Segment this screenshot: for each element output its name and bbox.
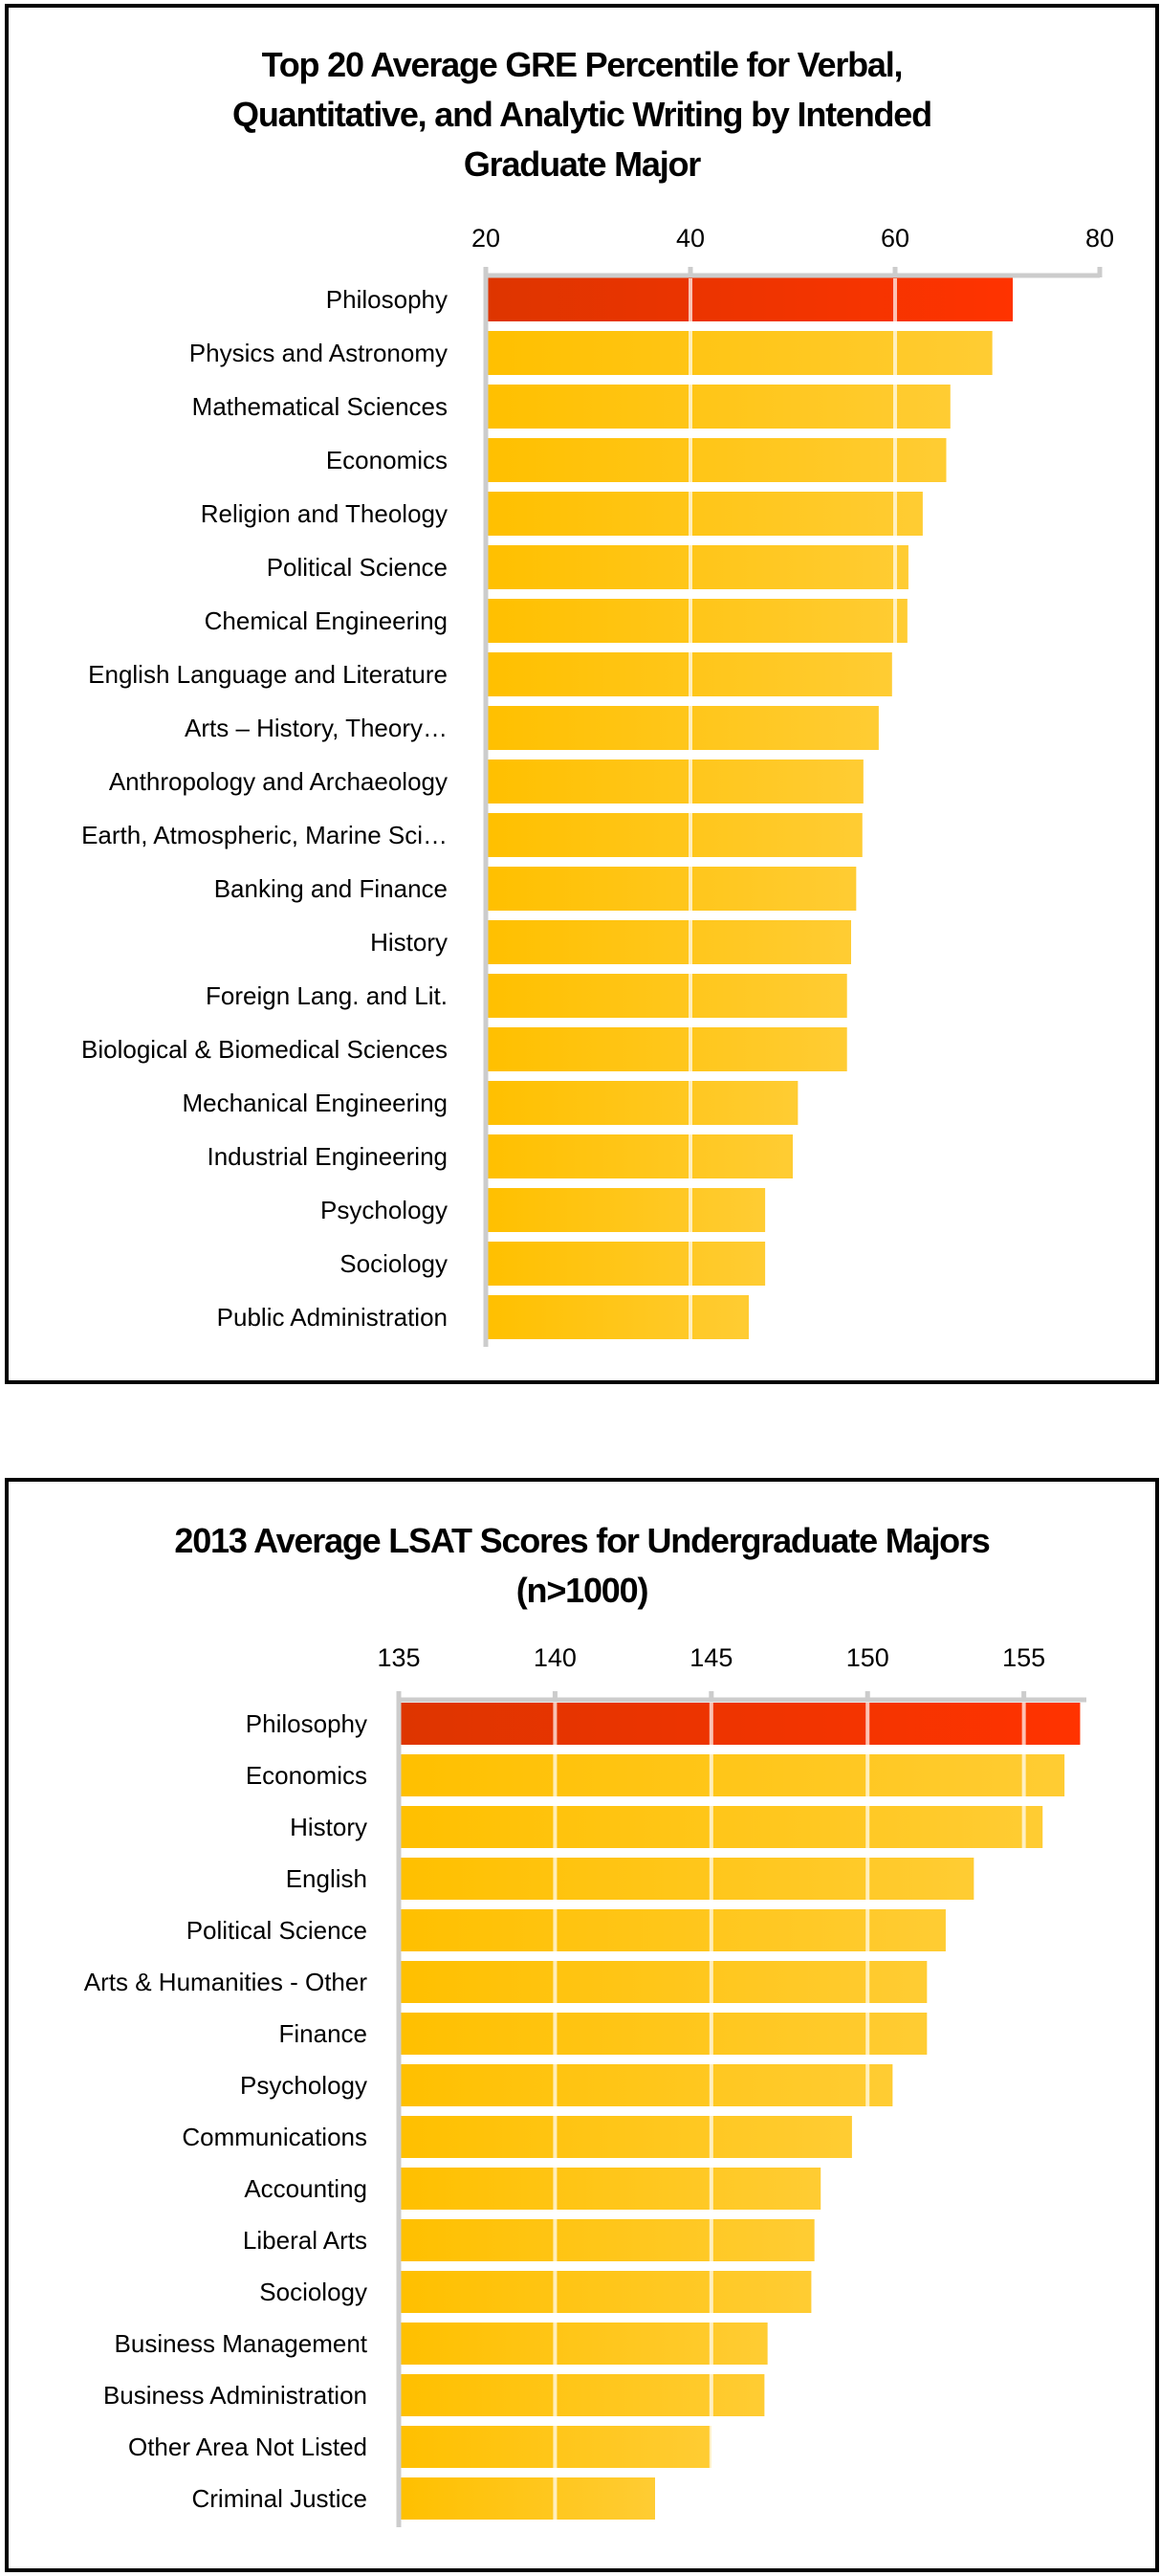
category-label: Political Science [186,1916,367,1945]
bar-history [488,920,851,964]
bar-english [401,1858,974,1900]
gre-chart-panel: Top 20 Average GRE Percentile for Verbal… [5,4,1159,1384]
category-label: Earth, Atmospheric, Marine Sci… [81,821,448,849]
category-label: Banking and Finance [214,874,448,903]
category-label: Religion and Theology [201,499,448,528]
bar-business-management [401,2323,768,2365]
x-tick-label: 60 [881,224,909,253]
gre-title-line-1: Top 20 Average GRE Percentile for Verbal… [261,45,904,84]
x-tick-label: 40 [676,224,705,253]
x-tick-label: 140 [534,1643,577,1672]
category-label: Anthropology and Archaeology [109,767,448,796]
category-label: Psychology [320,1196,448,1224]
bar-business-administration [401,2374,765,2416]
category-label: Mechanical Engineering [182,1089,448,1117]
lsat-title-line-1: 2013 Average LSAT Scores for Undergradua… [174,1521,990,1560]
x-tick-label: 80 [1085,224,1114,253]
bar-arts-history-theory [488,706,879,750]
bar-sociology [401,2271,812,2313]
bar-history [401,1806,1043,1848]
category-label: Communications [182,2123,367,2151]
bar-liberal-arts [401,2219,815,2261]
x-tick-label: 155 [1002,1643,1045,1672]
category-label: Criminal Justice [192,2484,368,2513]
bar-industrial-engineering [488,1134,793,1178]
lsat-chart-panel: 2013 Average LSAT Scores for Undergradua… [5,1478,1159,2572]
bar-biological-biomedical-sciences [488,1027,847,1071]
category-label: Chemical Engineering [205,606,448,635]
bar-psychology [401,2064,893,2106]
bar-mathematical-sciences [488,385,951,429]
bar-mechanical-engineering [488,1081,799,1125]
bar-chemical-engineering [488,599,908,643]
category-label: Philosophy [246,1709,367,1738]
bar-physics-and-astronomy [488,331,993,375]
bar-foreign-lang-and-lit [488,974,847,1018]
bar-sociology [488,1242,766,1286]
bar-political-science [488,545,908,589]
bar-philosophy [401,1703,1081,1745]
category-label: History [290,1813,367,1841]
x-tick-label: 135 [377,1643,420,1672]
category-label: Political Science [267,553,448,582]
bar-political-science [401,1909,946,1951]
category-label: Accounting [244,2174,367,2203]
category-label: Economics [326,446,448,474]
category-label: Physics and Astronomy [189,339,448,367]
category-label: Arts – History, Theory… [185,714,448,742]
x-tick-label: 150 [846,1643,889,1672]
bar-philosophy [488,277,1014,321]
gre-title-line-2: Quantitative, and Analytic Writing by In… [232,95,932,134]
category-label: Industrial Engineering [208,1142,449,1171]
category-label: Liberal Arts [243,2226,367,2255]
category-label: Business Management [115,2329,368,2358]
category-label: History [370,928,448,957]
lsat-chart-title: 2013 Average LSAT Scores for Undergradua… [9,1516,1155,1616]
bar-economics [488,438,947,482]
lsat-bar-chart: Philosophy Economics History English Politic… [84,1643,1086,2527]
bar-economics [401,1754,1065,1796]
category-label: English [286,1864,367,1893]
category-label: Biological & Biomedical Sciences [81,1035,448,1064]
category-label: Psychology [240,2071,367,2100]
bar-finance [401,2013,928,2055]
bar-earth-atmospheric-marine-sci [488,813,863,857]
bar-criminal-justice [401,2477,655,2520]
bar-accounting [401,2168,821,2210]
bar-public-administration [488,1295,749,1339]
category-label: Arts & Humanities - Other [84,1968,368,1996]
bar-banking-and-finance [488,867,857,911]
lsat-title-line-2: (n>1000) [515,1571,649,1610]
category-label: Mathematical Sciences [192,392,448,421]
bar-anthropology-and-archaeology [488,760,864,804]
category-label: Sociology [259,2278,367,2306]
bar-psychology [488,1188,766,1232]
gre-title-line-3: Graduate Major [463,144,701,184]
bar-arts-humanities-other [401,1961,928,2003]
x-tick-label: 145 [689,1643,733,1672]
category-label: Economics [246,1761,367,1790]
category-label: Philosophy [326,285,448,314]
category-label: Foreign Lang. and Lit. [206,981,448,1010]
category-label: English Language and Literature [88,660,448,689]
gre-chart-title: Top 20 Average GRE Percentile for Verbal… [9,40,1155,189]
gre-bar-chart: Philosophy Physics and Astronomy Mathemati… [81,224,1114,1347]
category-label: Business Administration [103,2381,367,2410]
bar-communications [401,2116,852,2158]
category-label: Finance [279,2019,368,2048]
bar-religion-and-theology [488,492,923,536]
category-label: Sociology [339,1249,448,1278]
category-label: Public Administration [217,1303,448,1332]
category-label: Other Area Not Listed [128,2433,367,2461]
x-tick-label: 20 [471,224,500,253]
